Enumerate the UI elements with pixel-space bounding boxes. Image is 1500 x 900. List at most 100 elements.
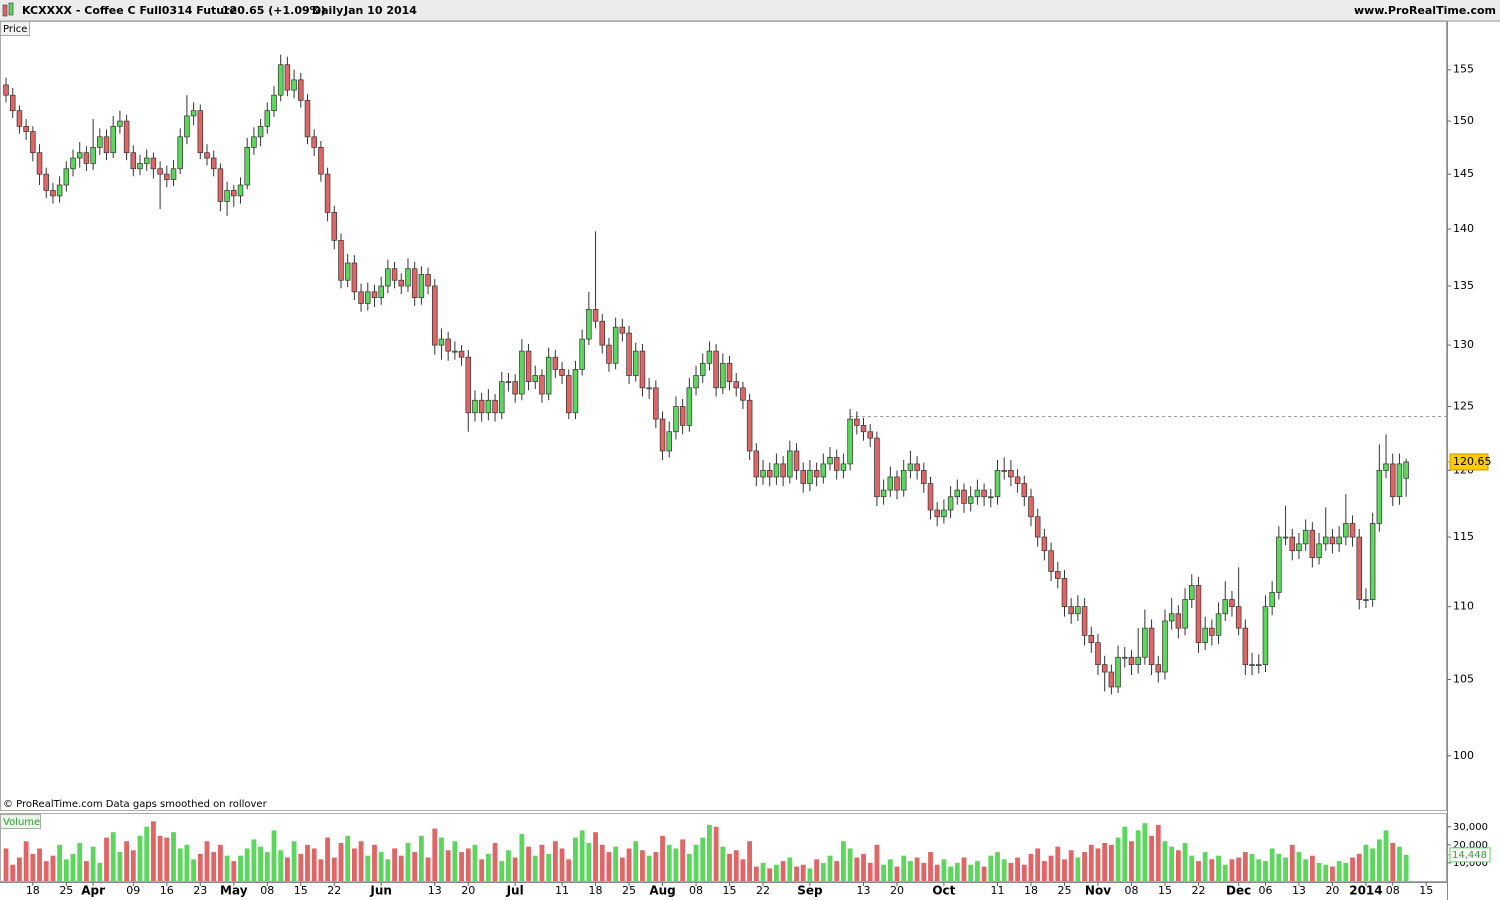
volume-y-tick-label: 30,000 xyxy=(1453,822,1488,833)
candle-body xyxy=(552,356,559,370)
candle-body xyxy=(304,99,311,138)
y-tick-label: 150 xyxy=(1453,114,1474,127)
candle-body xyxy=(1289,536,1296,552)
candle-body xyxy=(874,437,880,498)
candle-body xyxy=(1162,620,1168,673)
y-tick-label: 130 xyxy=(1453,338,1474,351)
instrument-title: KCXXXX - Coffee C Full0314 Future xyxy=(22,4,237,17)
candle-body xyxy=(237,184,244,197)
volume-bar xyxy=(988,855,994,881)
volume-bar xyxy=(150,821,156,881)
candle-body xyxy=(43,173,49,191)
volume-bar xyxy=(238,855,243,881)
volume-bar xyxy=(532,855,538,881)
candle-body xyxy=(411,268,418,299)
last-volume-label: 14,448 xyxy=(1452,850,1487,861)
volume-bar xyxy=(800,864,806,881)
volume-bar xyxy=(258,846,264,881)
candle-body xyxy=(726,362,733,383)
volume-bar xyxy=(874,844,880,881)
volume-bar xyxy=(666,844,672,881)
candle-body xyxy=(565,375,572,414)
candle-body xyxy=(1329,536,1336,545)
candle-body xyxy=(679,406,686,426)
volume-bar xyxy=(921,862,927,881)
volume-bar xyxy=(1336,861,1342,881)
x-tick-label: Dec xyxy=(1226,884,1251,898)
candle-body xyxy=(840,463,847,471)
candle-body xyxy=(1008,470,1014,478)
volume-bar xyxy=(63,859,69,881)
volume-bar xyxy=(1370,848,1376,881)
volume-bar xyxy=(211,852,217,881)
x-tick-label: 2014 xyxy=(1349,884,1382,898)
candle-body xyxy=(833,457,840,471)
volume-bar xyxy=(740,859,746,881)
candle-body xyxy=(867,431,873,439)
candle-body xyxy=(780,463,786,478)
candle-body xyxy=(760,470,766,478)
volume-bar xyxy=(1209,859,1215,881)
candle-body xyxy=(599,320,606,346)
candle-body xyxy=(438,338,445,346)
candle-body xyxy=(1135,656,1141,665)
x-tick-label: 11 xyxy=(555,884,569,897)
candle-body xyxy=(244,147,250,186)
volume-bar xyxy=(1062,859,1067,881)
volume-bar xyxy=(191,859,197,881)
candle-body xyxy=(793,450,800,471)
x-tick-label: 23 xyxy=(193,884,207,897)
volume-bar xyxy=(278,850,284,881)
volume-bar xyxy=(586,843,592,881)
volume-bar xyxy=(1048,855,1054,881)
x-tick-label: 09 xyxy=(126,884,140,897)
volume-bar xyxy=(660,835,665,881)
volume-bar xyxy=(452,841,458,881)
volume-bar xyxy=(412,852,418,881)
volume-bar xyxy=(425,857,431,881)
volume-bar xyxy=(1175,850,1181,881)
candle-body xyxy=(197,110,204,154)
volume-bar xyxy=(646,855,652,881)
volume-bar xyxy=(1182,843,1188,881)
x-tick-label: 08 xyxy=(1386,884,1400,897)
volume-bar xyxy=(707,824,712,881)
candle-body xyxy=(1356,536,1363,600)
candle-body xyxy=(331,212,338,241)
candle-body xyxy=(97,136,103,148)
volume-bar xyxy=(1242,852,1248,881)
candle-body xyxy=(398,279,405,287)
volume-bar xyxy=(23,841,29,881)
volume-bar xyxy=(1236,857,1242,881)
volume-bar xyxy=(459,852,464,881)
source: www.ProRealTime.com xyxy=(1354,4,1496,17)
candle-body xyxy=(653,387,659,420)
candle-body xyxy=(318,147,324,175)
candle-body xyxy=(1175,613,1182,629)
candle-body xyxy=(746,399,753,452)
candle-body xyxy=(1028,496,1034,518)
volume-bar xyxy=(680,839,686,881)
candle-body xyxy=(177,136,183,170)
candle-body xyxy=(83,152,90,164)
candle-body xyxy=(693,375,699,389)
candle-body xyxy=(9,94,16,112)
candle-body xyxy=(753,450,760,478)
candle-body xyxy=(204,152,210,159)
volume-bar xyxy=(686,853,692,881)
candle-body xyxy=(1403,461,1409,479)
volume-bar xyxy=(814,859,820,881)
volume-bar xyxy=(1283,857,1288,881)
volume-bar xyxy=(1276,853,1282,881)
volume-bar xyxy=(1309,855,1315,881)
y-tick-label: 135 xyxy=(1453,279,1474,292)
volume-bar xyxy=(472,844,478,881)
volume-bar xyxy=(1035,848,1041,881)
x-tick-label: 20 xyxy=(890,884,904,897)
volume-bar xyxy=(1169,846,1175,881)
volume-bar xyxy=(673,848,679,881)
candle-body xyxy=(807,470,813,484)
candle-body xyxy=(458,350,465,358)
volume-bar xyxy=(807,868,813,881)
candle-body xyxy=(298,79,304,101)
